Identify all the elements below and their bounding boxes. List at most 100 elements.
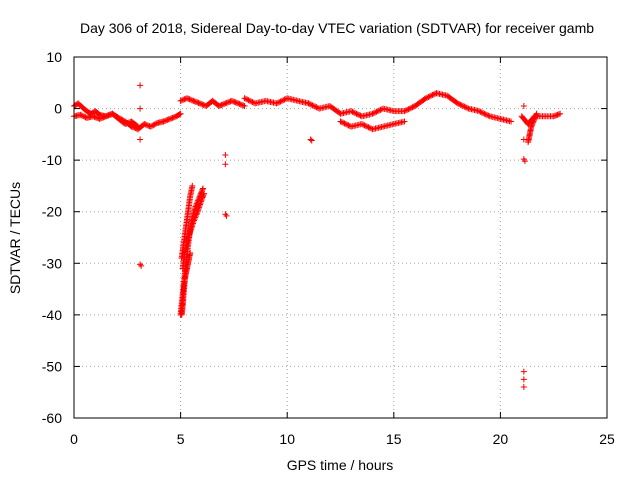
data-point — [402, 107, 409, 114]
data-point — [199, 193, 206, 200]
data-point — [246, 97, 253, 104]
data-point — [553, 112, 560, 119]
data-point — [177, 97, 184, 104]
data-point — [354, 111, 361, 118]
data-point — [191, 217, 198, 224]
data-point — [244, 96, 251, 103]
data-point — [278, 97, 285, 104]
data-point — [233, 99, 240, 106]
data-point — [477, 108, 484, 115]
data-point — [192, 214, 199, 221]
data-point — [373, 108, 380, 115]
data-point — [166, 115, 173, 122]
data-point — [313, 104, 320, 111]
data-point — [137, 105, 144, 112]
data-point — [164, 116, 171, 123]
data-point — [345, 122, 352, 129]
data-point — [137, 261, 144, 268]
data-point — [508, 118, 515, 125]
data-point — [152, 120, 159, 127]
data-point — [406, 105, 413, 112]
x-axis-title: GPS time / hours — [287, 457, 394, 473]
data-point — [274, 99, 281, 106]
data-point — [533, 110, 540, 117]
data-point — [430, 91, 437, 98]
x-tick-label: 5 — [177, 431, 185, 447]
data-point — [480, 110, 487, 117]
data-point — [520, 368, 527, 375]
data-point — [218, 101, 225, 108]
data-point — [409, 104, 416, 111]
data-point — [353, 110, 360, 117]
data-point — [102, 113, 109, 120]
data-point — [533, 112, 540, 119]
data-point — [178, 97, 185, 104]
data-point — [341, 120, 348, 127]
data-point — [273, 100, 280, 107]
data-point — [215, 102, 222, 109]
data-point — [192, 203, 199, 210]
y-tick-label: -20 — [42, 204, 62, 220]
data-point — [476, 108, 483, 115]
data-point — [194, 99, 201, 106]
data-point — [96, 115, 103, 122]
data-point — [337, 118, 344, 125]
data-point — [138, 262, 145, 269]
data-point — [370, 110, 377, 117]
y-tick-label: 0 — [54, 101, 62, 117]
data-point — [191, 216, 198, 223]
data-point — [223, 99, 230, 106]
data-point — [193, 211, 200, 218]
data-point — [249, 99, 256, 106]
plot-frame — [73, 56, 608, 419]
axis-ticks: 0 5 10 15 20 25 -60 -50 -40 -30 -20 -10 0 10 — [42, 49, 615, 447]
data-point — [429, 92, 436, 99]
data-point — [79, 112, 86, 119]
data-point — [200, 191, 207, 198]
data-point — [180, 96, 187, 103]
data-point — [196, 100, 203, 107]
data-point — [198, 100, 205, 107]
x-tick-label: 15 — [386, 431, 402, 447]
data-point — [190, 97, 197, 104]
data-point — [240, 102, 247, 109]
data-point — [124, 120, 131, 127]
data-point — [404, 106, 411, 113]
data-point — [226, 98, 233, 105]
data-points — [71, 82, 564, 391]
data-point — [81, 113, 88, 120]
data-point — [277, 98, 284, 105]
data-point — [190, 219, 197, 226]
data-point — [310, 102, 317, 109]
data-point — [94, 114, 101, 121]
data-point — [530, 118, 537, 125]
data-point — [340, 119, 347, 126]
data-point — [222, 211, 229, 218]
x-tick-label: 10 — [279, 431, 295, 447]
data-point — [151, 121, 158, 128]
data-point — [235, 100, 242, 107]
data-point — [143, 122, 150, 129]
data-point — [405, 106, 412, 113]
data-point — [360, 121, 367, 128]
data-point — [276, 99, 283, 106]
data-point — [168, 115, 175, 122]
data-point — [356, 112, 363, 119]
data-point — [137, 136, 144, 143]
data-point — [528, 123, 535, 130]
data-point — [239, 101, 246, 108]
data-point — [187, 96, 194, 103]
data-point — [348, 108, 355, 115]
data-point — [557, 110, 564, 117]
data-point — [478, 109, 485, 116]
data-point — [224, 99, 231, 106]
y-axis-title: SDTVAR / TECUs — [7, 182, 23, 294]
data-point — [163, 117, 170, 124]
data-point — [456, 101, 463, 108]
data-point — [529, 119, 536, 126]
data-point — [241, 102, 248, 109]
data-point — [461, 103, 468, 110]
data-point — [222, 100, 229, 107]
data-point — [105, 112, 112, 119]
